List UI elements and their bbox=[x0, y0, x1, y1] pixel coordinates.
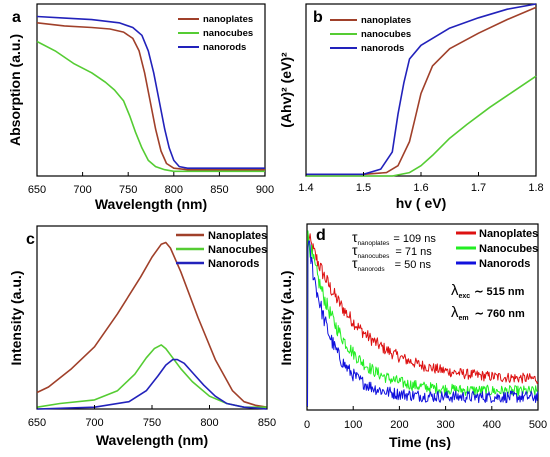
panel-a-legend: nanoplates nanocubes nanorods bbox=[178, 14, 253, 53]
emission-wavelength: λem ∼ 760 nm bbox=[451, 304, 525, 322]
x-tick-label: 750 bbox=[119, 184, 137, 196]
panel-c-y-axis-label: Intensity (a.u.) bbox=[8, 271, 24, 366]
lifetime-nanorods: τnanorods = 50 ns bbox=[352, 255, 432, 273]
x-tick-label: 800 bbox=[165, 184, 183, 196]
x-tick-label: 900 bbox=[256, 184, 274, 196]
panel-c-x-axis-label: Wavelength (nm) bbox=[96, 432, 208, 448]
series-line-nanorods bbox=[36, 15, 265, 169]
panel-d-legend: Nanoplates Nanocubes Nanorods bbox=[452, 227, 538, 270]
panel-a-letter: a bbox=[12, 9, 21, 26]
legend-label-nanorods: nanorods bbox=[203, 42, 246, 53]
panel-d-frame bbox=[306, 223, 539, 411]
panel-b-curves bbox=[306, 3, 537, 177]
legend-label-nanoplates: nanoplates bbox=[203, 14, 253, 25]
panel-a-ticks: 650 700 750 800 850 900 bbox=[28, 172, 274, 196]
panel-a-curves bbox=[36, 15, 265, 173]
excitation-wavelength: λexc ∼ 515 nm bbox=[451, 282, 525, 300]
series-line-nanorods bbox=[307, 240, 539, 407]
panel-d-letter: d bbox=[316, 227, 326, 244]
x-tick-label: 1.8 bbox=[528, 182, 543, 194]
panel-d-decay-chart: 0 100 200 300 400 500 d τnanoplates = 109 ns τ… bbox=[278, 223, 547, 450]
legend-label-nanocubes: Nanocubes bbox=[208, 244, 267, 256]
panel-b-y-axis-label: (Ahv)² (eV)² bbox=[278, 52, 294, 128]
panel-b-frame bbox=[305, 3, 537, 177]
x-tick-label: 1.7 bbox=[471, 182, 486, 194]
series-line-nanocubes bbox=[36, 344, 267, 408]
series-line-nanoplates bbox=[36, 241, 268, 408]
series-line-nanoplates bbox=[306, 6, 537, 176]
panel-c-legend: Nanoplates Nanocubes Nanorods bbox=[176, 230, 267, 270]
panel-d-ticks: 0 100 200 300 400 500 bbox=[304, 406, 547, 431]
panel-c-photoluminescence-chart: c 650 700 750 800 850 Nanoplates Nanocubes N… bbox=[8, 225, 276, 448]
panel-b-letter: b bbox=[313, 9, 323, 26]
series-line-nanorods bbox=[36, 358, 268, 410]
x-tick-label: 650 bbox=[28, 184, 46, 196]
legend-label-nanocubes: nanocubes bbox=[361, 29, 411, 40]
x-tick-label: 700 bbox=[73, 184, 91, 196]
legend-label-nanoplates: Nanoplates bbox=[479, 228, 538, 240]
panel-a-frame bbox=[36, 3, 266, 177]
x-tick-label: 1.4 bbox=[298, 182, 313, 194]
legend-label-nanoplates: Nanoplates bbox=[208, 230, 267, 242]
x-tick-label: 500 bbox=[529, 419, 547, 431]
x-tick-label: 400 bbox=[483, 419, 501, 431]
series-line-nanoplates bbox=[307, 232, 539, 407]
panel-d-lifetimes: τnanoplates = 109 ns τnanocubes = 71 ns τn… bbox=[352, 229, 436, 273]
x-tick-label: 200 bbox=[390, 419, 408, 431]
series-line-nanoplates bbox=[36, 22, 265, 171]
x-tick-label: 850 bbox=[210, 184, 228, 196]
legend-label-nanocubes: nanocubes bbox=[203, 28, 253, 39]
panel-b-ticks: 1.4 1.5 1.6 1.7 1.8 bbox=[298, 172, 544, 194]
x-tick-label: 650 bbox=[28, 417, 46, 429]
lifetime-nanocubes: τnanocubes = 71 ns bbox=[352, 242, 432, 260]
panel-c-letter: c bbox=[26, 231, 35, 248]
x-tick-label: 700 bbox=[85, 417, 103, 429]
legend-label-nanocubes: Nanocubes bbox=[479, 243, 538, 255]
x-tick-label: 1.6 bbox=[413, 182, 428, 194]
panel-d-y-axis-label: Intensity (a.u.) bbox=[278, 271, 294, 366]
x-tick-label: 850 bbox=[258, 417, 276, 429]
x-tick-label: 800 bbox=[200, 417, 218, 429]
series-line-nanocubes bbox=[36, 40, 265, 173]
legend-label-nanorods: Nanorods bbox=[479, 258, 530, 270]
panel-a-y-axis-label: Absorption (a.u.) bbox=[7, 34, 23, 146]
lifetime-nanoplates: τnanoplates = 109 ns bbox=[352, 229, 436, 247]
x-tick-label: 1.5 bbox=[356, 182, 371, 194]
panel-a-x-axis-label: Wavelength (nm) bbox=[95, 196, 207, 212]
legend-label-nanorods: Nanorods bbox=[208, 258, 259, 270]
legend-label-nanorods: nanorods bbox=[361, 43, 404, 54]
panel-b-x-axis-label: hv ( eV) bbox=[396, 195, 447, 211]
x-tick-label: 300 bbox=[436, 419, 454, 431]
legend-label-nanoplates: nanoplates bbox=[361, 15, 411, 26]
panel-c-curves bbox=[36, 241, 268, 410]
panel-d-wavelengths: λexc ∼ 515 nm λem ∼ 760 nm bbox=[451, 282, 525, 322]
series-line-nanorods bbox=[306, 3, 537, 176]
x-tick-label: 0 bbox=[304, 419, 310, 431]
x-tick-label: 100 bbox=[344, 419, 362, 431]
x-tick-label: 750 bbox=[143, 417, 161, 429]
series-line-nanocubes bbox=[306, 75, 537, 177]
panel-a-absorption-chart: a 650 700 750 800 850 900 nanoplates nanocube… bbox=[7, 3, 274, 212]
panel-c-ticks: 650 700 750 800 850 bbox=[28, 405, 276, 429]
panel-d-curves bbox=[307, 230, 539, 407]
panel-b-tauc-plot: b 1.4 1.5 1.6 1.7 1.8 nanoplates nanocubes n… bbox=[278, 3, 544, 211]
panel-b-legend: nanoplates nanocubes nanorods bbox=[330, 15, 411, 54]
series-line-nanocubes bbox=[307, 230, 539, 407]
panel-d-x-axis-label: Time (ns) bbox=[389, 434, 451, 450]
